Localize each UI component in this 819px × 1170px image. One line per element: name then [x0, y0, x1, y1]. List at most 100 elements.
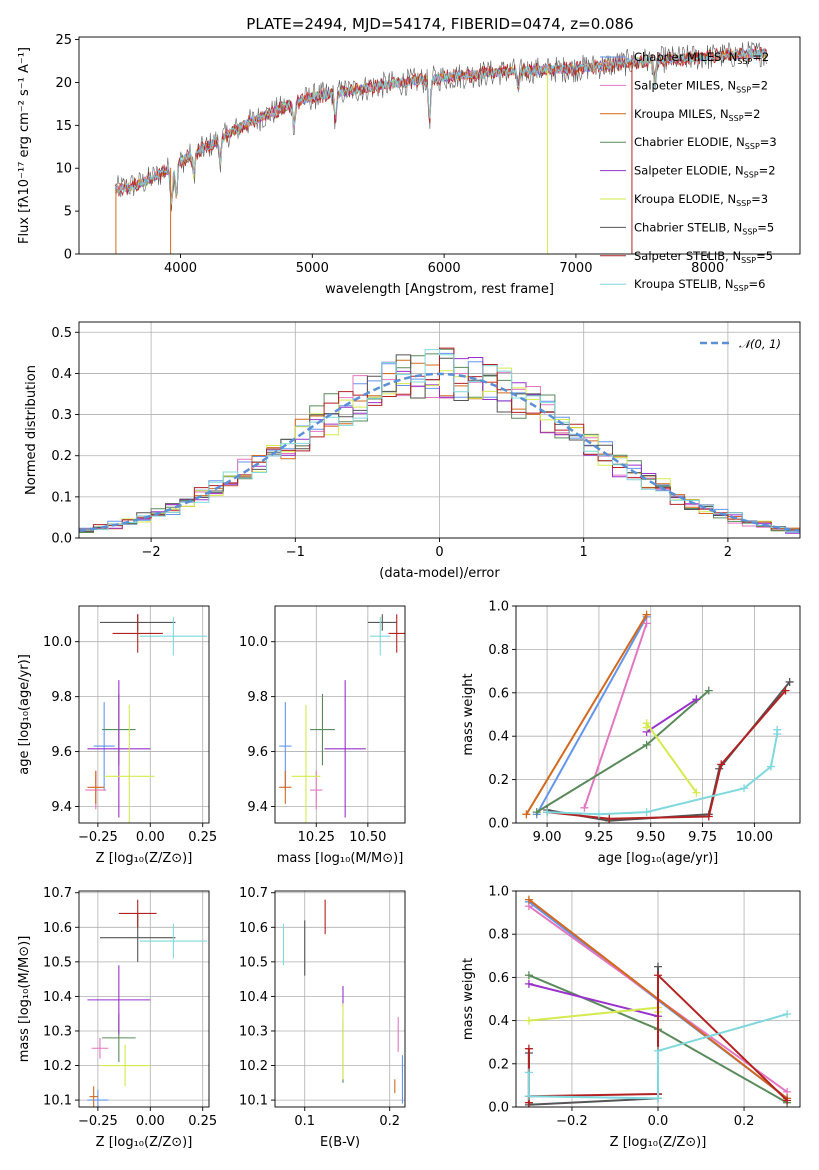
legend-entry: Salpeter ELODIE, NSSP=2 [634, 164, 776, 180]
plus-marker [642, 808, 651, 817]
plus-marker [524, 1016, 533, 1025]
legend-text: Salpeter STELIB, N [634, 249, 741, 263]
legend-subscript: SSP [736, 199, 751, 208]
chart-mass-vs-ebv: 0.1 0.2 10.1 10.2 10.3 10.4 10.5 10.6 10.7 E(B-V) [239, 886, 406, 1150]
plus-marker [781, 686, 790, 695]
legend-entry: Chabrier MILES, NSSP=2 [634, 50, 769, 66]
legend-entry: Salpeter MILES, NSSP=2 [634, 78, 768, 94]
axes-frame [515, 605, 801, 824]
legend-subscript: SSP [741, 256, 756, 265]
histogram-step [79, 349, 800, 533]
y-tick-label: 0.0 [488, 1101, 509, 1116]
chart-age-vs-Z: −0.25 0.00 0.25 9.4 9.6 9.8 10.0 Z [log₁₀(Z/Z⊙)… [17, 605, 217, 866]
y-axis-label: Normed distribution [24, 365, 39, 495]
y-tick-label: 5 [64, 205, 72, 220]
legend-entry: 𝒩(0, 1) [739, 337, 781, 351]
y-tick-label: 9.4 [247, 800, 268, 815]
y-tick-label: 10.0 [43, 635, 72, 650]
weight-line [525, 614, 648, 815]
legend-subscript: SSP [744, 171, 759, 180]
y-tick-label: 0.2 [488, 1057, 509, 1072]
y-tick-label: 0.0 [51, 532, 72, 547]
y-tick-label: 0.4 [488, 1014, 509, 1029]
plus-marker [692, 695, 701, 704]
plus-marker [522, 810, 531, 819]
plus-marker [594, 810, 603, 819]
x-axis-label: Z [log₁₀(Z/Z⊙)] [610, 1135, 707, 1150]
y-tick-label: 9.6 [247, 745, 268, 760]
series-line [114, 48, 768, 204]
y-tick-label: 10.3 [43, 1024, 72, 1039]
errorbar-point [89, 1086, 98, 1107]
plus-marker [783, 1096, 792, 1105]
plus-marker [524, 1068, 533, 1077]
y-axis-label: age [log₁₀(age/yr)] [17, 654, 32, 775]
y-tick-label: 9.6 [51, 745, 72, 760]
plus-marker [704, 812, 713, 821]
legend-suffix: =6 [749, 277, 766, 291]
axes-frame [274, 605, 406, 824]
legend-subscript: SSP [745, 142, 760, 151]
y-tick-label: 9.4 [51, 800, 72, 815]
errorbar-point [87, 680, 151, 818]
chart-mass-weight-vs-age: 9.00 9.25 9.50 9.75 10.00 0.0 0.2 0.4 0.6 0.8 1.0 a… [461, 600, 801, 866]
x-tick-label: 10.25 [298, 830, 335, 845]
x-axis-label: Z [log₁₀(Z/Z⊙)] [96, 1135, 193, 1150]
legend-text: Salpeter ELODIE, N [634, 164, 744, 178]
errorbar-point [324, 680, 366, 818]
axes-frame [78, 890, 210, 1108]
y-tick-label: 0.5 [51, 326, 72, 341]
plus-marker [524, 1092, 533, 1101]
y-tick-label: 0.0 [488, 817, 509, 832]
plus-marker [654, 962, 662, 971]
histogram-step [79, 347, 800, 530]
plus-marker [717, 760, 726, 769]
y-tick-label: 0.1 [51, 490, 72, 505]
x-axis-label: Z [log₁₀(Z/Z⊙)] [96, 851, 193, 866]
x-tick-label: 10.00 [736, 830, 773, 845]
plus-marker [692, 788, 701, 797]
weight-line [546, 681, 791, 822]
plot-area [522, 610, 794, 823]
plus-marker [642, 740, 651, 749]
errorbar-point [91, 1037, 109, 1059]
x-tick-label: 8000 [691, 261, 724, 276]
y-tick-label: 25 [55, 33, 72, 48]
y-tick-label: 9.8 [247, 690, 268, 705]
x-tick-label: 2 [724, 545, 732, 560]
plus-marker [766, 762, 775, 771]
x-tick-label: 0.1 [294, 1114, 315, 1129]
chart-mass-vs-Z: −0.25 0.00 0.25 10.1 10.2 10.3 10.4 10.5 10.6 10.… [17, 886, 217, 1150]
errorbar-point [310, 770, 323, 810]
y-tick-label: 0.4 [51, 367, 72, 382]
series-line [114, 48, 767, 205]
plus-marker [580, 803, 589, 812]
weight-line [528, 982, 659, 1018]
legend-entry: Chabrier STELIB, NSSP=5 [634, 220, 774, 236]
errorbar-point [112, 614, 163, 653]
legend-entry: Kroupa STELIB, NSSP=6 [634, 277, 765, 293]
weight-line [528, 1006, 659, 1022]
legend-text: Chabrier MILES, N [634, 50, 737, 64]
legend-text: Salpeter MILES, N [634, 78, 736, 92]
legend-entry: Chabrier ELODIE, NSSP=3 [634, 135, 777, 151]
weight-line [535, 616, 648, 815]
y-tick-label: 0.6 [488, 686, 509, 701]
plot-area [114, 41, 768, 254]
x-tick-label: 0 [435, 545, 443, 560]
x-tick-label: 0.2 [734, 1114, 755, 1129]
x-tick-label: 9.25 [584, 830, 613, 845]
errorbar-point [87, 965, 151, 1035]
plus-marker [642, 719, 651, 728]
y-tick-label: 10.6 [239, 921, 268, 936]
x-tick-label: 9.75 [688, 830, 717, 845]
plot-area [79, 347, 800, 534]
x-tick-label: −0.25 [78, 1114, 118, 1129]
y-tick-label: 10.7 [43, 886, 72, 901]
x-tick-label: 0.00 [136, 830, 165, 845]
legend-entry: Kroupa ELODIE, NSSP=3 [634, 192, 768, 208]
y-tick-label: 0.8 [488, 643, 509, 658]
weight-line [547, 729, 779, 816]
legend-entry: Salpeter STELIB, NSSP=5 [634, 249, 773, 265]
